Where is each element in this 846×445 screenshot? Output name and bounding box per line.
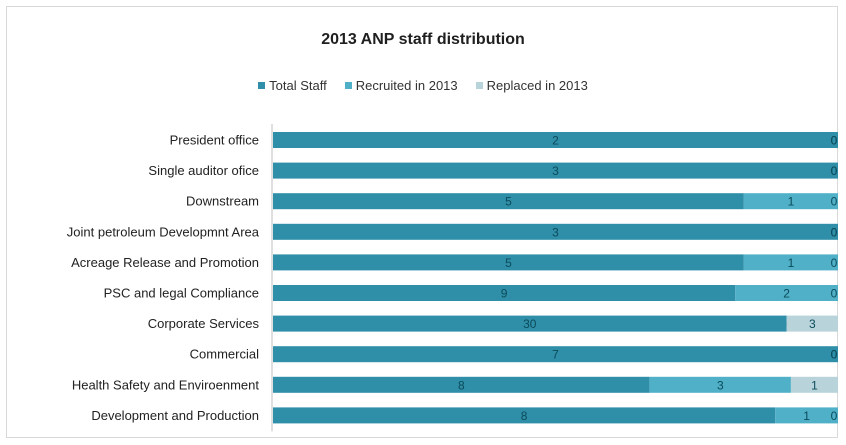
data-label: 9 (501, 287, 508, 301)
data-label: 3 (552, 164, 559, 178)
data-label: 7 (552, 348, 559, 362)
data-label: 0 (831, 134, 838, 148)
bar-segment (273, 223, 838, 240)
data-label: 0 (831, 164, 838, 178)
legend-label-recruited: Recruited in 2013 (355, 78, 458, 93)
legend-item-total-staff: Total Staff (258, 78, 327, 93)
bar-segment (273, 193, 744, 210)
category-label: PSC and legal Compliance (104, 286, 259, 301)
data-label: 0 (831, 225, 838, 239)
data-label: 0 (831, 409, 838, 423)
data-label: 2 (552, 134, 559, 148)
data-label: 3 (552, 225, 559, 239)
category-label: Corporate Services (148, 316, 260, 331)
data-label: 1 (788, 195, 795, 209)
bar-segment (273, 285, 736, 301)
chart-frame (6, 6, 838, 438)
data-label: 3 (809, 317, 816, 331)
data-label: 3 (717, 378, 724, 392)
category-label: Downstream (186, 194, 259, 209)
bar-segment (743, 254, 838, 271)
category-label: Single auditor ofice (148, 163, 259, 178)
legend-label-replaced: Replaced in 2013 (486, 78, 588, 93)
category-label: Joint petroleum Developmnt Area (67, 224, 260, 239)
category-label: Development and Production (91, 408, 259, 423)
data-label: 5 (505, 256, 512, 270)
data-label: 0 (831, 164, 838, 178)
data-label: 0 (831, 348, 838, 362)
data-label: 1 (803, 409, 810, 423)
category-label: Commercial (190, 347, 259, 362)
chart-legend: Total Staff Recruited in 2013 Replaced i… (0, 78, 846, 93)
legend-label-total-staff: Total Staff (269, 78, 327, 93)
bar-segment (743, 193, 838, 210)
bar-segment (273, 132, 838, 148)
chart-title: 2013 ANP staff distribution (321, 31, 525, 48)
bar-segment (273, 315, 787, 332)
legend-swatch-replaced (475, 82, 483, 89)
bar-segment (273, 254, 744, 271)
data-label: 0 (831, 287, 838, 301)
data-label: 0 (831, 225, 838, 239)
bar-segment (786, 315, 838, 332)
data-label: 8 (458, 378, 465, 392)
data-label: 0 (831, 256, 838, 270)
bar-segment (649, 376, 791, 393)
data-label: 0 (831, 134, 838, 148)
bar-segment (273, 162, 838, 179)
data-label: 5 (505, 195, 512, 209)
bar-segment (790, 376, 838, 393)
data-label: 30 (523, 317, 537, 331)
bar-segment (735, 285, 838, 301)
bar-segment (273, 346, 838, 363)
legend-item-recruited: Recruited in 2013 (344, 78, 458, 93)
bar-segment (775, 407, 838, 424)
data-label: 0 (831, 348, 838, 362)
category-label: Acreage Release and Promotion (71, 255, 259, 270)
data-label: 0 (831, 195, 838, 209)
legend-swatch-total-staff (258, 82, 266, 89)
bar-segment (273, 407, 776, 424)
data-label: 8 (521, 409, 528, 423)
bar-segment (273, 376, 650, 393)
category-label: President office (170, 133, 259, 148)
category-label: Health Safety and Enviroenment (72, 377, 260, 392)
data-label: 1 (788, 256, 795, 270)
data-label: 1 (811, 378, 818, 392)
legend-item-replaced: Replaced in 2013 (475, 78, 588, 93)
legend-swatch-recruited (344, 82, 352, 89)
data-label: 2 (783, 287, 790, 301)
